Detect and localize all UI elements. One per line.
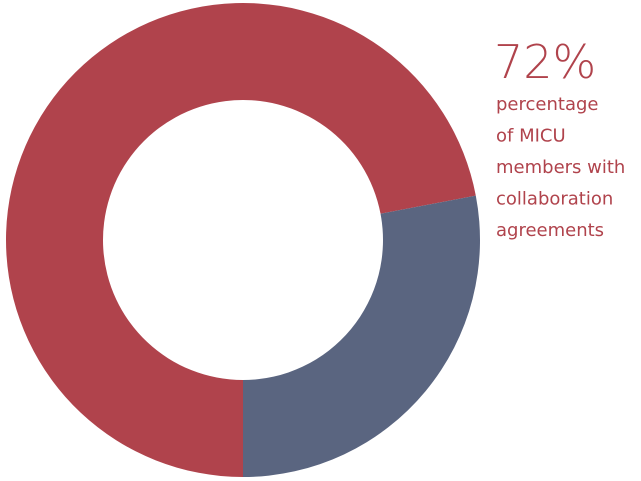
annotation-line: of MICU xyxy=(496,126,566,147)
annotation-line: collaboration xyxy=(496,189,613,210)
donut-segment xyxy=(5,2,476,477)
annotation-line: percentage xyxy=(496,94,598,115)
value-label: 72% xyxy=(494,35,596,89)
annotation-line: members with xyxy=(496,157,625,178)
donut-segment xyxy=(243,195,481,477)
annotation-line: agreements xyxy=(496,220,604,241)
